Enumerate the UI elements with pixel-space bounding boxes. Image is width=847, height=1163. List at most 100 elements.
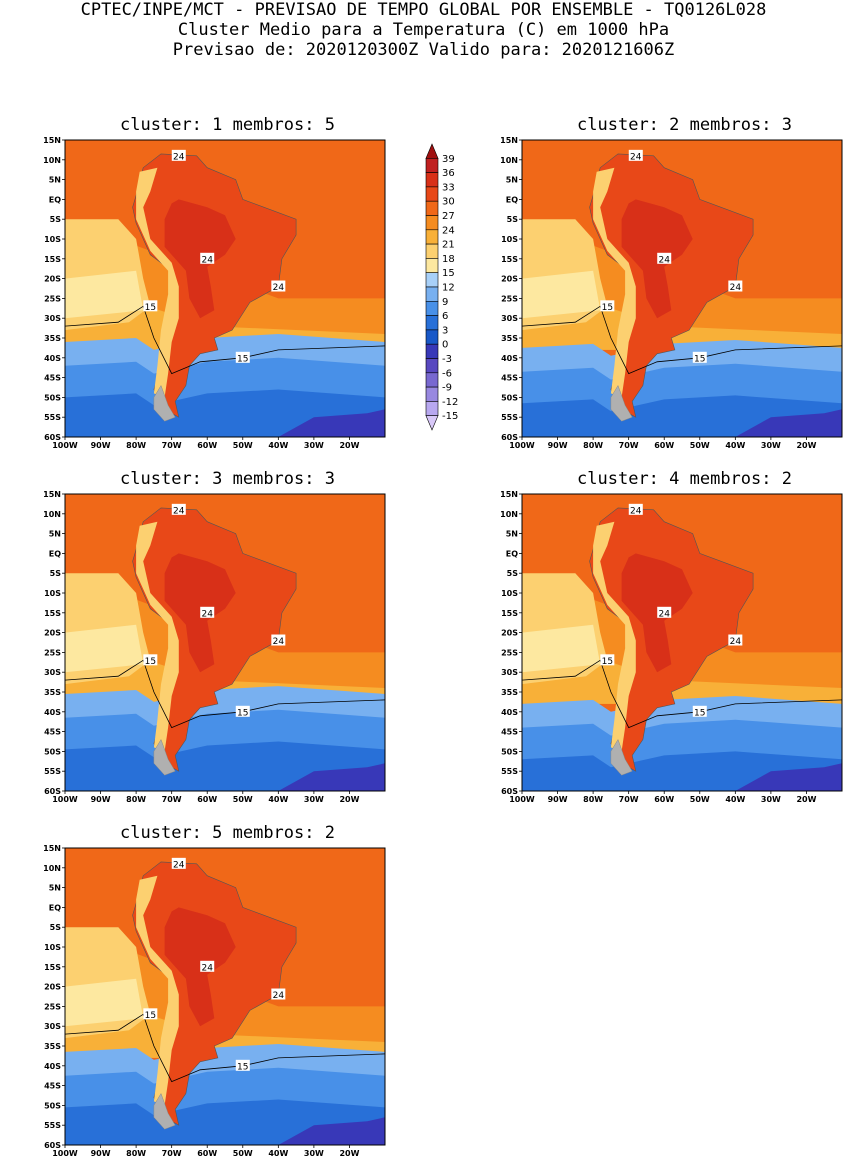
colorbar-segment (425, 386, 439, 402)
contour-label-15b-box (692, 705, 707, 717)
polar-cold-zone (278, 763, 385, 791)
lat-label: 60S (44, 1141, 61, 1150)
colorbar-level-label: -15 (442, 411, 458, 422)
map-frame (64, 139, 386, 438)
colorbar-level-label: 39 (442, 154, 455, 165)
tierra-del-fuego (153, 1092, 176, 1130)
lat-label: 10S (44, 589, 61, 598)
colorbar-level-label: 30 (442, 197, 455, 208)
colorbar-segment (425, 372, 439, 388)
colorbar-level-label: 36 (442, 168, 455, 179)
lon-label: 40W (268, 441, 288, 450)
lat-label: 5N (49, 530, 61, 539)
lat-label: 20S (501, 629, 518, 638)
mild-band (65, 632, 385, 704)
contour-label-15b: 15 (237, 354, 248, 364)
lon-label: 60W (197, 441, 217, 450)
mild-band (522, 278, 842, 350)
lat-label: 10N (500, 156, 518, 165)
colorbar-level-label: 24 (442, 225, 455, 236)
hot-core-zone (164, 907, 236, 1027)
lat-label: 20S (44, 629, 61, 638)
colorbar-segment (425, 157, 439, 173)
lon-label: 40W (725, 441, 745, 450)
mild-band (65, 278, 385, 350)
lat-label: 15N (43, 490, 61, 499)
lat-label: 5S (50, 215, 62, 224)
contour-label-24c: 24 (273, 637, 285, 647)
lat-label: 40S (44, 1062, 61, 1071)
lat-label: 35S (44, 334, 61, 343)
lat-label: 10N (43, 510, 61, 519)
lon-label: 90W (91, 795, 111, 804)
contour-label-15b-box (235, 1059, 250, 1071)
lon-label: 40W (268, 1149, 288, 1158)
lon-label: 60W (197, 795, 217, 804)
colorbar-segment (425, 272, 439, 288)
colorbar-level-label: 18 (442, 254, 455, 265)
lat-label: 5N (506, 530, 518, 539)
lat-label: 10N (43, 864, 61, 873)
lat-label: 10N (500, 510, 518, 519)
contour-label-24a-box (171, 149, 186, 161)
lon-label: 100W (52, 795, 78, 804)
contour-label-24a: 24 (630, 506, 642, 516)
lat-label: 45S (44, 1082, 61, 1091)
lat-label: 5N (49, 176, 61, 185)
contour-label-15a-box (600, 300, 615, 312)
lat-label: 50S (501, 747, 518, 756)
contour-label-24b-box (200, 606, 215, 618)
lon-label: 80W (126, 795, 146, 804)
contour-label-15a: 15 (145, 303, 156, 313)
lon-label: 70W (619, 795, 639, 804)
contour-label-24c-box (271, 988, 286, 1000)
lat-label: 55S (501, 413, 518, 422)
contour-label-24b: 24 (658, 255, 670, 265)
lat-label: 15N (500, 136, 518, 145)
colorbar-segment (425, 401, 439, 416)
lon-label: 70W (162, 1149, 182, 1158)
hot-core-zone (621, 553, 693, 673)
contour-15 (64, 1013, 386, 1083)
lat-label: 55S (44, 767, 61, 776)
lat-label: 20S (44, 983, 61, 992)
colorbar-level-label: 27 (442, 211, 455, 222)
lat-label: 35S (501, 334, 518, 343)
colorbar-segment (425, 286, 439, 302)
lat-label: 15N (43, 136, 61, 145)
contour-label-24b: 24 (201, 255, 213, 265)
lat-label: 10S (44, 943, 61, 952)
panel-title: cluster: 5 membros: 2 (120, 823, 335, 843)
tierra-del-fuego (153, 738, 176, 776)
lon-label: 30W (304, 441, 324, 450)
map-panel-cluster-2: cluster: 2 membros: 3 24 24 24 15 15 15N 10N 5N… (462, 115, 847, 455)
mild-band (65, 986, 385, 1058)
colorbar-level-label: -12 (442, 397, 458, 408)
lon-label: 50W (233, 441, 253, 450)
map-panel-cluster-1: cluster: 1 membros: 5 24 24 24 15 15 15N 10N 5N… (5, 115, 390, 455)
contour-label-24c-box (271, 280, 286, 292)
contour-label-24b: 24 (201, 609, 213, 619)
lat-label: 55S (501, 767, 518, 776)
contour-label-24a-box (171, 857, 186, 869)
tierra-del-fuego (610, 384, 633, 422)
lat-label: 40S (501, 354, 518, 363)
lon-label: 60W (654, 795, 674, 804)
colorbar-segment (425, 329, 439, 345)
lat-label: 50S (44, 393, 61, 402)
lat-label: EQ (506, 549, 518, 558)
lon-label: 60W (654, 441, 674, 450)
contour-label-24a-box (628, 503, 643, 515)
colorbar-level-label: -9 (442, 383, 452, 394)
lat-label: 5S (507, 215, 519, 224)
lon-label: 100W (52, 1149, 78, 1158)
contour-label-24a: 24 (173, 860, 185, 870)
pacific-pale-zone (522, 270, 601, 319)
contour-label-24c: 24 (730, 283, 742, 293)
contour-label-24c-box (271, 634, 286, 646)
lat-label: EQ (49, 903, 61, 912)
contour-label-24b-box (657, 606, 672, 618)
polar-cold-zone (735, 763, 842, 791)
contour-label-24a-box (171, 503, 186, 515)
